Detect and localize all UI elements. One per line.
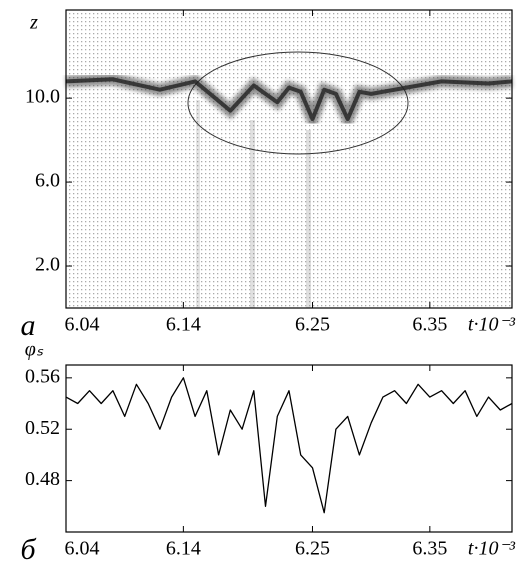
panel-label: a — [21, 309, 36, 342]
y-tick-label: 6.0 — [35, 170, 60, 192]
y-tick-label: 0.52 — [25, 417, 60, 439]
y-tick-label: 0.56 — [25, 365, 60, 387]
x-axis-label: t·10⁻³ — [468, 538, 516, 560]
x-tick-label: 6.25 — [295, 314, 330, 336]
streaks — [196, 100, 311, 308]
y-axis-label: φₛ — [25, 339, 44, 361]
x-axis-label: t·10⁻³ — [468, 314, 516, 336]
x-tick-label: 6.04 — [65, 538, 100, 560]
y-axis-label: z — [29, 12, 38, 34]
x-tick-label: 6.35 — [412, 314, 447, 336]
density-field — [66, 10, 512, 308]
x-tick-label: 6.14 — [166, 538, 201, 560]
plot-frame — [65, 9, 513, 309]
y-tick-label: 10.0 — [25, 86, 60, 108]
band — [65, 77, 513, 122]
y-tick-label: 0.48 — [25, 468, 60, 490]
x-tick-label: 6.25 — [295, 538, 330, 560]
annotation-ellipse — [187, 51, 409, 155]
x-tick-label: 6.35 — [412, 538, 447, 560]
y-tick-label: 2.0 — [35, 254, 60, 276]
plot-frame — [65, 364, 513, 533]
panel-label: б — [20, 533, 36, 566]
line — [65, 377, 513, 514]
x-tick-label: 6.04 — [65, 314, 100, 336]
x-tick-label: 6.14 — [166, 314, 201, 336]
